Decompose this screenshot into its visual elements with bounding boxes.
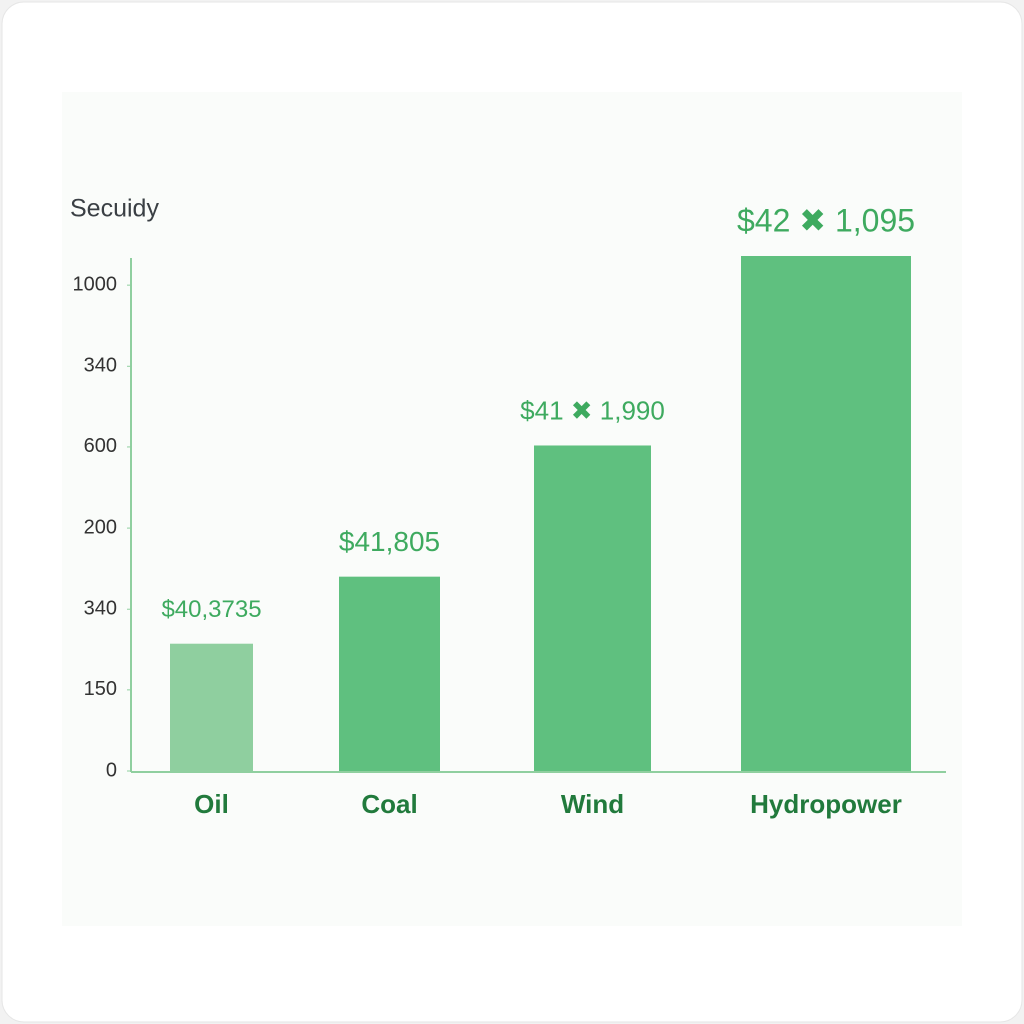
y-tick-label: 150 (84, 678, 117, 700)
y-tick-label: 340 (84, 355, 117, 377)
y-tick-label: 200 (84, 516, 117, 538)
bar (339, 576, 440, 771)
bar (534, 445, 651, 771)
y-tick-label: 1000 (73, 273, 118, 295)
data-label: $40,3735 (161, 596, 261, 623)
x-tick-label: Coal (361, 789, 417, 819)
x-tick-label: Oil (194, 789, 229, 819)
bar (741, 256, 911, 771)
y-tick-label: 340 (84, 597, 117, 619)
data-label: $42 ✖ 1,095 (737, 202, 915, 238)
y-tick-label: 0 (106, 759, 117, 781)
data-label: $41 ✖ 1,990 (520, 395, 665, 425)
bar (170, 643, 253, 771)
y-tick-label: 600 (84, 435, 117, 457)
x-tick-label: Wind (561, 789, 624, 819)
data-label: $41,805 (339, 526, 440, 557)
chart-title: Secuidy (70, 195, 159, 223)
x-tick-label: Hydropower (750, 789, 902, 819)
